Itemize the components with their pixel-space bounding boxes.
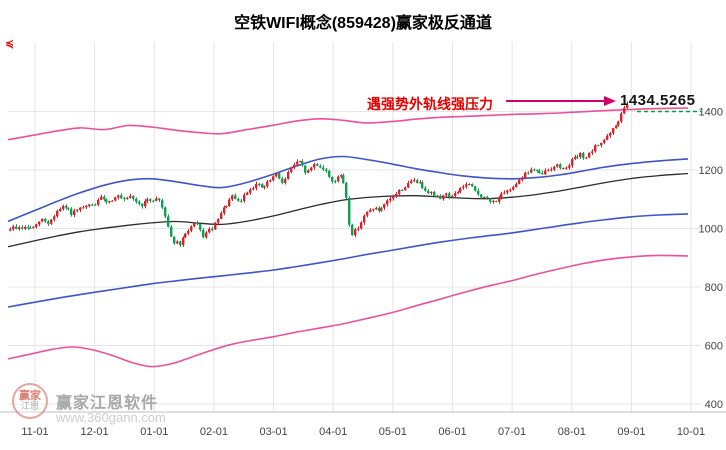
y-axis-label: 400: [705, 399, 723, 411]
x-axis-label: 10-01: [677, 426, 705, 438]
arrow-head-icon: [604, 96, 616, 106]
grid: [8, 42, 701, 412]
y-axis-label: 1400: [699, 107, 723, 119]
x-axis-label: 08-01: [558, 426, 586, 438]
candles-down: [15, 144, 600, 247]
resistance-price-label: 1434.5265: [620, 92, 696, 109]
y-axis-label: 1000: [699, 224, 723, 236]
watermark: 赢家 江恩 赢家江恩软件 www.360gann.com: [12, 383, 272, 433]
watermark-brand: 赢家江恩软件: [56, 395, 159, 412]
resistance-arrow: [506, 96, 616, 106]
y-axis-label: 800: [705, 282, 723, 294]
chart-title: 空铁WIFI概念(859428)赢家极反通道: [234, 15, 492, 32]
x-axis-label: 05-01: [379, 426, 407, 438]
x-axis-label: 12-01: [81, 426, 109, 438]
y-axis-label: 1200: [699, 165, 723, 177]
channel-line-outer-top: [7, 107, 689, 141]
resistance-annotation-text: 遇强势外轨线强压力: [367, 96, 493, 112]
x-axis-label: 11-01: [21, 426, 48, 438]
x-axis-label: 06-01: [438, 426, 466, 438]
channel-line-middle-black: [7, 172, 689, 248]
x-axis-label: 01-01: [140, 426, 168, 438]
x-axis-label: 04-01: [319, 426, 347, 438]
x-axis-labels: 11-01 12-01 01-01 02-01 03-01 04-01 05-01 06-01…: [21, 426, 705, 438]
x-axis-label: 07-01: [498, 426, 526, 438]
brand-logo-subtext: 江恩: [20, 401, 39, 412]
x-axis-label: 09-01: [617, 426, 645, 438]
brand-logo-icon: 赢家 江恩: [12, 383, 48, 419]
y-axis-label: 600: [705, 341, 723, 353]
candles-up: [9, 101, 629, 248]
watermark-url: www.360gann.com: [56, 410, 166, 425]
chart-marker-icon: ≼: [5, 38, 15, 50]
channel-line-outer-bottom: [7, 254, 689, 368]
x-axis-label: 02-01: [200, 426, 228, 438]
channel-line-lower-blue: [7, 213, 689, 308]
x-axis-label: 03-01: [260, 426, 288, 438]
brand-logo-text: 赢家: [19, 389, 41, 402]
channel-line-upper-blue: [7, 155, 689, 223]
y-axis-labels: 1400 1200 1000 800 600 400: [699, 107, 723, 412]
channel-lines: [7, 107, 689, 368]
